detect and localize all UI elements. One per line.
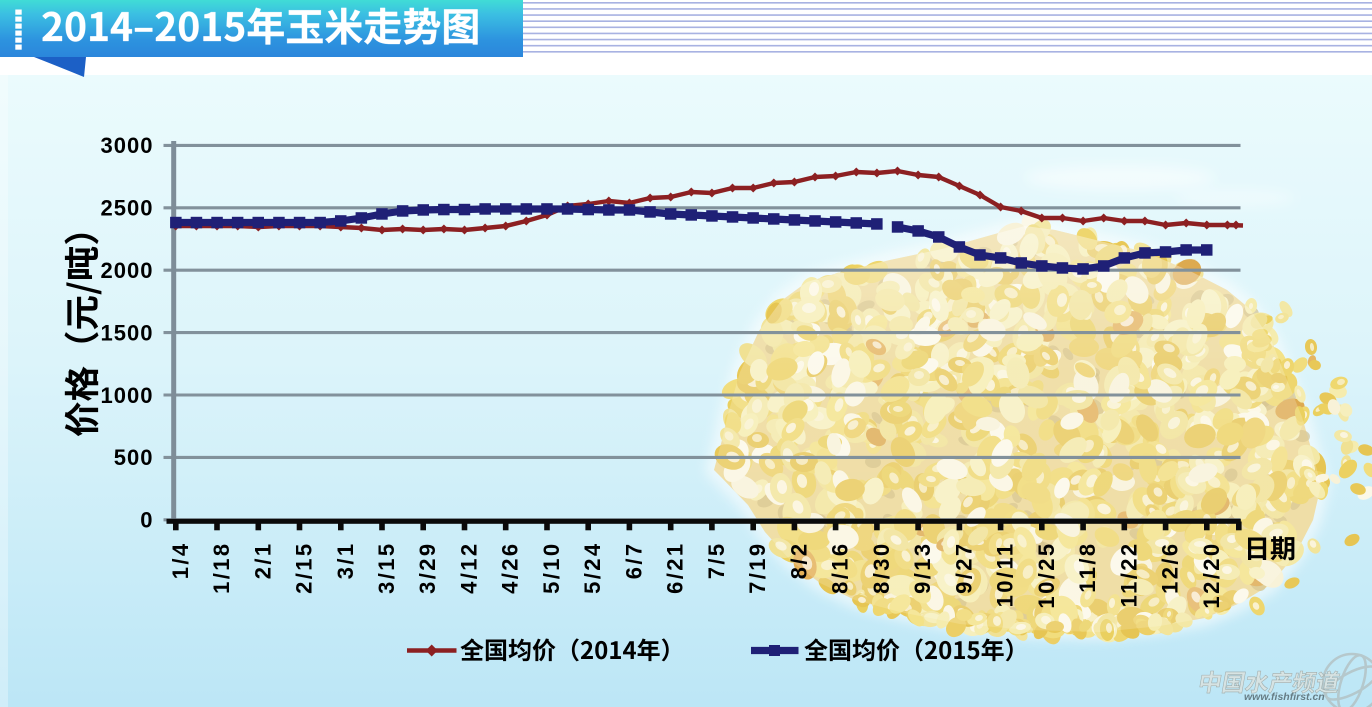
svg-text:0: 0 [140,508,153,533]
svg-text:10/11: 10/11 [993,542,1018,608]
svg-text:1000: 1000 [101,383,154,408]
svg-text:4/12: 4/12 [457,542,482,594]
svg-text:3/29: 3/29 [415,542,440,594]
svg-text:3000: 3000 [101,133,154,158]
svg-text:2/15: 2/15 [292,542,317,594]
svg-text:www.fishfirst.cn: www.fishfirst.cn [1244,691,1325,703]
svg-text:7/5: 7/5 [704,542,729,580]
svg-text:9/13: 9/13 [910,542,935,594]
svg-text:2000: 2000 [101,258,154,283]
svg-text:6/21: 6/21 [663,542,688,594]
svg-text:2500: 2500 [101,196,154,221]
svg-text:6/7: 6/7 [621,542,646,580]
svg-text:3/1: 3/1 [333,542,358,580]
svg-text:8/16: 8/16 [828,542,853,594]
svg-text:500: 500 [114,445,154,470]
svg-text:11/22: 11/22 [1116,542,1141,608]
svg-text:4/26: 4/26 [498,542,523,594]
svg-text:3/15: 3/15 [374,542,399,594]
svg-text:10/25: 10/25 [1034,542,1059,609]
svg-text:9/27: 9/27 [951,542,976,594]
svg-text:1/4: 1/4 [168,542,193,580]
svg-text:8/30: 8/30 [869,542,894,594]
svg-text:12/6: 12/6 [1158,542,1183,594]
svg-text:5/10: 5/10 [539,542,564,594]
svg-text:7/19: 7/19 [745,542,770,594]
svg-text:12/20: 12/20 [1199,542,1224,609]
svg-text:1/18: 1/18 [209,542,234,594]
svg-text:1500: 1500 [101,320,154,345]
svg-text:8/2: 8/2 [786,542,811,580]
svg-text:2/1: 2/1 [250,542,275,580]
svg-text:5/24: 5/24 [580,542,605,594]
svg-text:11/8: 11/8 [1075,542,1100,593]
